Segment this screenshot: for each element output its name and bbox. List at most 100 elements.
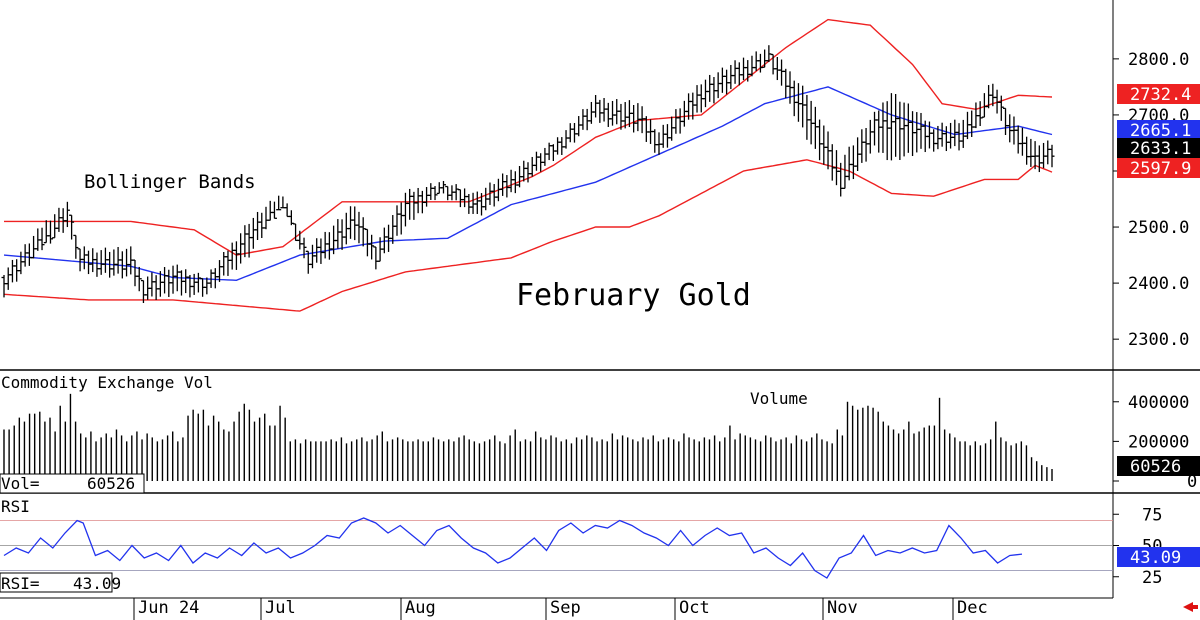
rsi-readout-box — [0, 572, 113, 593]
last-price-tag: 2633.1 — [1117, 138, 1200, 159]
rsi-tick-label: 25 — [1142, 568, 1162, 588]
ohlc-bar — [326, 232, 332, 260]
ohlc-bar — [322, 231, 328, 259]
ohlc-bar — [407, 188, 413, 220]
ohlc-bar — [415, 187, 421, 214]
ohlc-bar — [64, 201, 70, 228]
price-tick-label: 2300.0 — [1128, 330, 1189, 350]
ohlc-bar — [56, 207, 62, 232]
ohlc-bar — [39, 227, 45, 251]
ohlc-bar — [741, 57, 747, 81]
scroll-left-arrow-shaft[interactable] — [1190, 605, 1198, 609]
ohlc-bar — [1028, 138, 1034, 167]
lower-band-line — [3, 159, 1053, 312]
ohlc-bar — [31, 235, 37, 259]
ohlc-bar — [732, 60, 738, 84]
middle-band-tag-box — [1117, 120, 1200, 140]
ohlc-bar — [728, 64, 734, 90]
ohlc-bar — [9, 259, 15, 283]
ohlc-bar — [204, 277, 210, 295]
ohlc-bar — [939, 122, 945, 147]
rsi-last-tag: 43.09 — [1117, 547, 1200, 568]
price-tick-label: 2500.0 — [1128, 218, 1189, 238]
ohlc-bar — [808, 100, 814, 145]
month-label: Sep — [550, 598, 581, 618]
ohlc-bar — [1024, 136, 1030, 165]
ohlc-bar — [859, 129, 865, 163]
ohlc-bar — [948, 122, 954, 149]
ohlc-bar — [846, 146, 852, 181]
ohlc-bar — [398, 202, 404, 235]
ohlc-bar — [183, 269, 189, 294]
rsi-readout-label: RSI= — [1, 574, 40, 593]
ohlc-bar — [259, 212, 265, 239]
ohlc-bar — [390, 215, 396, 244]
ohlc-bar — [910, 111, 916, 157]
ohlc-bar — [998, 95, 1004, 121]
ohlc-bar — [601, 97, 607, 122]
rsi-last-tag-text: 43.09 — [1130, 548, 1181, 568]
ohlc-bar — [233, 241, 239, 270]
ohlc-bar — [719, 67, 725, 93]
ohlc-bar — [800, 85, 806, 128]
ohlc-bar — [360, 217, 366, 247]
ohlc-bar — [348, 206, 354, 239]
ohlc-bar — [221, 251, 227, 276]
ohlc-bar — [280, 196, 286, 209]
ohlc-bar — [707, 74, 713, 102]
ohlc-bar — [132, 259, 138, 287]
ohlc-bar — [263, 206, 269, 230]
volume-panel-label: Commodity Exchange Vol — [1, 373, 213, 392]
ohlc-bar — [652, 129, 658, 153]
ohlc-bar — [905, 103, 911, 153]
middle-band-tag-text: 2665.1 — [1130, 121, 1191, 141]
ohlc-bar — [981, 93, 987, 118]
ohlc-bar — [440, 180, 446, 194]
ohlc-bar — [931, 129, 937, 152]
ohlc-bar — [888, 93, 894, 161]
ohlc-bar — [466, 194, 472, 214]
ohlc-bar — [394, 205, 400, 236]
ohlc-bar — [804, 94, 810, 140]
ohlc-bar — [550, 144, 556, 162]
volume-tick-label: 400000 — [1128, 393, 1189, 413]
ohlc-bar — [673, 109, 679, 134]
ohlc-bar — [817, 119, 823, 161]
middle-band-line — [3, 86, 1053, 282]
ohlc-bar — [111, 249, 117, 276]
rsi-line — [3, 517, 1023, 579]
ohlc-bar — [914, 112, 920, 153]
ohlc-bar — [964, 111, 970, 140]
ohlc-bar — [821, 125, 827, 165]
ohlc-bar — [453, 184, 459, 201]
ohlc-bar — [559, 137, 565, 156]
scroll-left-arrow-icon[interactable] — [1183, 602, 1193, 612]
ohlc-bar — [597, 99, 603, 123]
ohlc-bar — [314, 238, 320, 263]
lower-band-tag: 2597.9 — [1117, 158, 1200, 179]
ohlc-bar — [149, 272, 155, 297]
ohlc-bar — [225, 250, 231, 276]
ohlc-bar — [736, 62, 742, 86]
ohlc-bar — [411, 191, 417, 220]
lower-band-tag-box — [1117, 158, 1200, 178]
ohlc-bar — [542, 147, 548, 166]
upper-band-tag: 2732.4 — [1117, 84, 1200, 105]
ohlc-bar — [842, 154, 848, 190]
ohlc-bar — [863, 127, 869, 162]
ohlc-bar — [977, 101, 983, 127]
ohlc-bar — [432, 186, 438, 201]
volume-tick-label: 200000 — [1128, 432, 1189, 452]
upper-band-line — [4, 18, 1053, 256]
ohlc-bar — [884, 101, 890, 161]
month-label: Jun 24 — [138, 598, 199, 618]
ohlc-bar — [170, 265, 176, 294]
ohlc-bar — [918, 112, 924, 149]
ohlc-bar — [584, 108, 590, 131]
ohlc-bar — [1049, 144, 1055, 168]
ohlc-bar — [901, 102, 907, 157]
ohlc-bar — [724, 69, 730, 95]
last-price-tag-box — [1117, 138, 1200, 158]
ohlc-bar — [702, 79, 708, 108]
ohlc-bar — [255, 211, 261, 240]
